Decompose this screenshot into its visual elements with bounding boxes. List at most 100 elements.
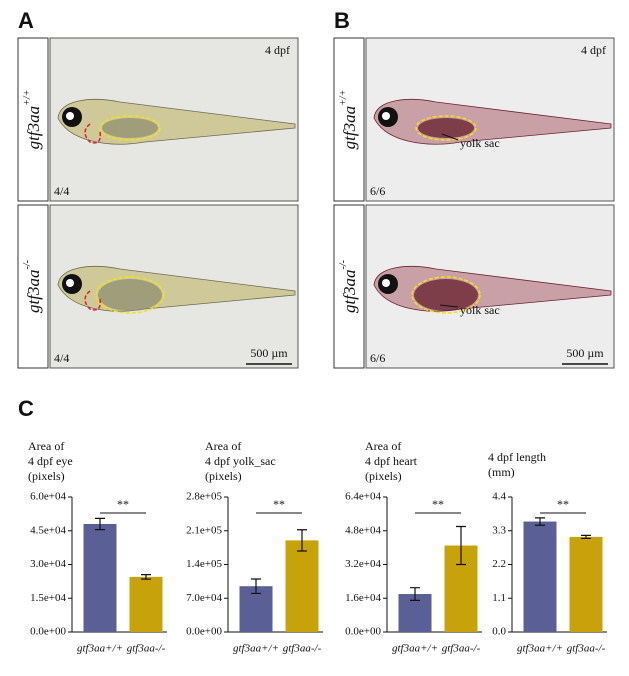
scale-label: 500 µm bbox=[566, 346, 604, 360]
eye-highlight bbox=[382, 279, 390, 287]
y-tick-label: 4.8e+04 bbox=[345, 524, 381, 536]
genotype-label: gtf3aa+/+ bbox=[338, 90, 359, 150]
count-label: 6/6 bbox=[370, 351, 385, 365]
allele: +/+ bbox=[338, 90, 349, 106]
y-tick-label: 2.1e+05 bbox=[186, 524, 222, 536]
chart-title: (pixels) bbox=[205, 469, 242, 483]
count-label: 4/4 bbox=[54, 351, 69, 365]
yolk bbox=[418, 118, 474, 138]
significance-label: ** bbox=[273, 497, 285, 511]
y-tick-label: 1.5e+04 bbox=[30, 592, 66, 604]
allele: +/+ bbox=[22, 90, 33, 106]
y-tick-label: 0.0 bbox=[492, 626, 506, 638]
panel-label: C bbox=[18, 396, 34, 421]
chart-title: 4 dpf yolk_sac bbox=[205, 454, 276, 468]
y-tick-label: 0.0e+00 bbox=[345, 626, 381, 638]
y-tick-label: 3.2e+04 bbox=[345, 558, 381, 570]
scale-label: 500 µm bbox=[250, 346, 288, 360]
eye-highlight bbox=[66, 279, 74, 287]
y-tick-label: 2.2 bbox=[492, 558, 506, 570]
pointer bbox=[439, 304, 459, 308]
x-tick-label: gtf3aa+/+ bbox=[517, 643, 563, 655]
significance-label: ** bbox=[557, 497, 569, 511]
y-tick-label: 3.3 bbox=[492, 524, 506, 536]
count-label: 6/6 bbox=[370, 184, 385, 198]
yolk-label: yolk sac bbox=[460, 136, 500, 150]
chart-title: 4 dpf heart bbox=[365, 454, 418, 468]
label-box bbox=[17, 37, 49, 202]
gene: gtf3aa bbox=[340, 270, 359, 313]
yolk bbox=[102, 118, 158, 138]
label-box bbox=[333, 37, 365, 202]
x-tick-label: gtf3aa+/+ bbox=[233, 643, 279, 655]
genotype-label: gtf3aa+/+ bbox=[22, 90, 43, 150]
y-tick-label: 1.4e+05 bbox=[186, 558, 222, 570]
x-tick-label: gtf3aa-/- bbox=[283, 643, 322, 655]
chart-title: (pixels) bbox=[365, 469, 402, 483]
y-tick-label: 6.4e+04 bbox=[345, 491, 381, 503]
yolk bbox=[414, 279, 478, 311]
bar bbox=[83, 524, 117, 632]
chart-title: Area of bbox=[28, 439, 64, 453]
error-bar bbox=[456, 525, 466, 566]
allele: -/- bbox=[22, 260, 33, 269]
y-tick-label: 7.0e+04 bbox=[186, 592, 222, 604]
y-tick-label: 3.0e+04 bbox=[30, 558, 66, 570]
y-tick-label: 0.0e+00 bbox=[30, 626, 66, 638]
gene: gtf3aa bbox=[24, 270, 43, 313]
chart-title: (mm) bbox=[488, 465, 515, 479]
allele: -/- bbox=[338, 260, 349, 269]
genotype-label: gtf3aa-/- bbox=[22, 260, 43, 313]
error-bar bbox=[141, 574, 151, 580]
x-tick-label: gtf3aa-/- bbox=[567, 643, 606, 655]
stage-label: 4 dpf bbox=[265, 43, 290, 57]
error-bar bbox=[581, 534, 591, 540]
chart-title: Area of bbox=[365, 439, 401, 453]
eye-highlight bbox=[66, 112, 74, 120]
panel-label: A bbox=[18, 8, 34, 33]
pointer bbox=[441, 133, 459, 141]
bar bbox=[569, 536, 603, 632]
error-bar bbox=[297, 529, 307, 552]
x-tick-label: gtf3aa+/+ bbox=[392, 643, 438, 655]
yolk bbox=[98, 279, 162, 311]
eye-highlight bbox=[382, 112, 390, 120]
yolk-outline bbox=[99, 115, 161, 141]
chart-title: 4 dpf length bbox=[488, 450, 546, 464]
x-tick-label: gtf3aa-/- bbox=[127, 643, 166, 655]
panel-label: B bbox=[334, 8, 350, 33]
label-box bbox=[17, 204, 49, 369]
x-tick-label: gtf3aa+/+ bbox=[77, 643, 123, 655]
y-tick-label: 4.4 bbox=[492, 491, 506, 503]
bar bbox=[129, 576, 163, 632]
gene: gtf3aa bbox=[340, 106, 359, 149]
y-tick-label: 1.6e+04 bbox=[345, 592, 381, 604]
yolk-label: yolk sac bbox=[460, 303, 500, 317]
error-bar bbox=[95, 517, 105, 531]
count-label: 4/4 bbox=[54, 184, 69, 198]
y-tick-label: 2.8e+05 bbox=[186, 491, 222, 503]
yolk-outline bbox=[95, 276, 165, 314]
yolk-outline bbox=[415, 115, 477, 141]
bar bbox=[285, 540, 319, 632]
gene: gtf3aa bbox=[24, 106, 43, 149]
stage-label: 4 dpf bbox=[581, 43, 606, 57]
chart-title: 4 dpf eye bbox=[28, 454, 73, 468]
y-tick-label: 4.5e+04 bbox=[30, 524, 66, 536]
heart-outline bbox=[84, 290, 102, 311]
chart-title: Area of bbox=[205, 439, 241, 453]
heart-outline bbox=[84, 123, 102, 144]
error-bar bbox=[410, 587, 420, 601]
yolk-outline bbox=[411, 276, 481, 314]
significance-label: ** bbox=[117, 497, 129, 511]
y-tick-label: 1.1 bbox=[492, 592, 506, 604]
x-tick-label: gtf3aa-/- bbox=[442, 643, 481, 655]
y-tick-label: 0.0e+00 bbox=[186, 626, 222, 638]
error-bar bbox=[535, 517, 545, 526]
y-tick-label: 6.0e+04 bbox=[30, 491, 66, 503]
significance-label: ** bbox=[432, 497, 444, 511]
genotype-label: gtf3aa-/- bbox=[338, 260, 359, 313]
label-box bbox=[333, 204, 365, 369]
error-bar bbox=[251, 578, 261, 595]
